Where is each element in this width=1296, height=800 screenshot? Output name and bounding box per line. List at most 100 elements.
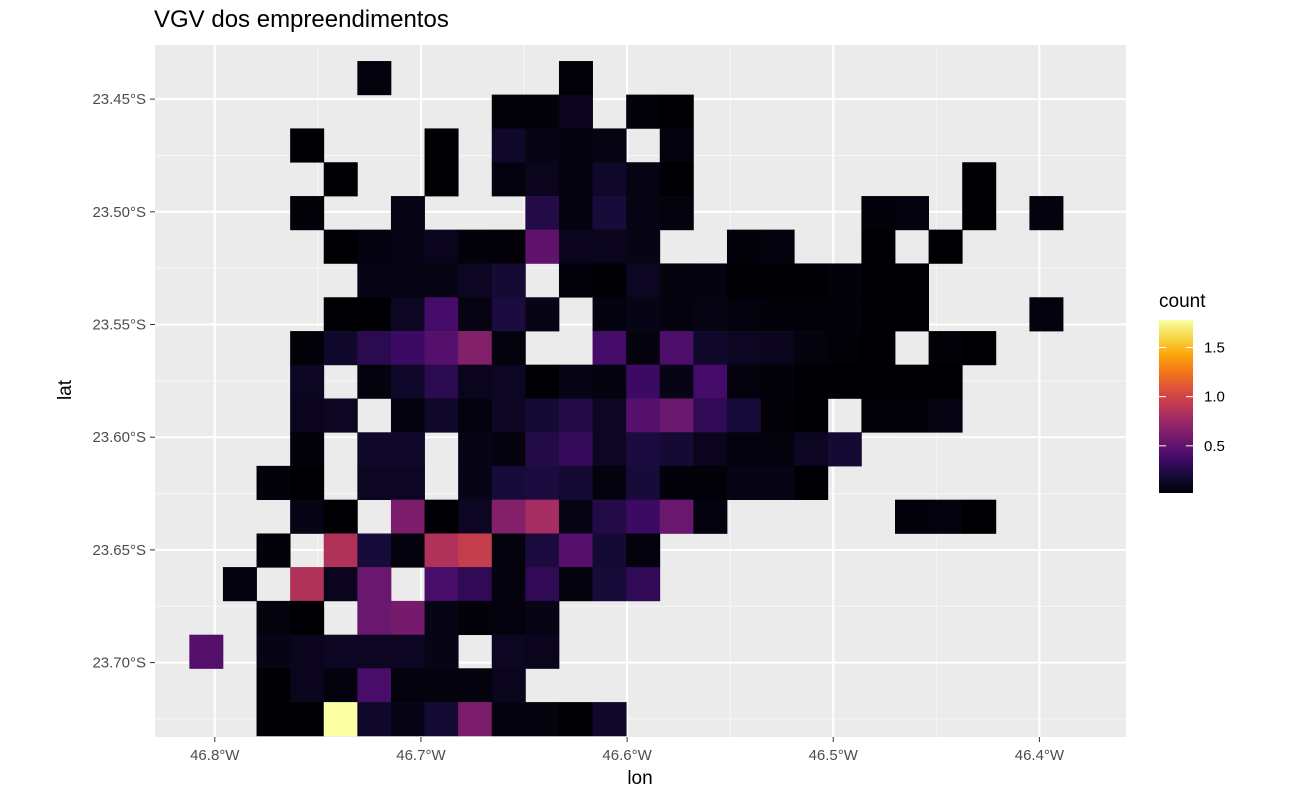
heatmap-cell	[323, 702, 358, 737]
heatmap-cell	[861, 229, 896, 264]
heatmap-cell	[290, 432, 325, 467]
heatmap-cell	[525, 162, 560, 197]
heatmap-cell	[458, 364, 493, 399]
heatmap-cell	[290, 702, 325, 737]
heatmap-cell	[794, 331, 829, 366]
heatmap-cell	[760, 229, 795, 264]
heatmap-cell	[525, 702, 560, 737]
heatmap-cell	[390, 432, 425, 467]
heatmap-cell	[491, 499, 526, 534]
heatmap-cell	[290, 600, 325, 636]
heatmap-cell	[693, 364, 728, 399]
heatmap-cell	[525, 196, 560, 231]
heatmap-cell	[659, 263, 694, 298]
y-tick-label: 23.60°S	[92, 429, 146, 446]
heatmap-cell	[659, 364, 694, 399]
heatmap-cell	[357, 600, 392, 636]
y-tick-label: 23.65°S	[92, 542, 146, 559]
heatmap-cell	[491, 364, 526, 399]
heatmap-cell	[794, 465, 829, 501]
heatmap-cell	[357, 533, 392, 568]
heatmap-cell	[323, 297, 358, 332]
heatmap-cell	[592, 229, 627, 264]
heatmap-cell	[626, 364, 661, 399]
heatmap-cell	[760, 331, 795, 366]
heatmap-cell	[357, 263, 392, 298]
heatmap-cell	[357, 702, 392, 737]
heatmap-cell	[592, 331, 627, 366]
heatmap-cell	[895, 398, 929, 433]
heatmap-cell	[290, 364, 325, 399]
heatmap-cell	[626, 567, 661, 602]
heatmap-cell	[458, 600, 493, 636]
heatmap-cell	[491, 162, 526, 197]
heatmap-cell	[390, 465, 425, 501]
x-tick-label: 46.4°W	[1015, 747, 1065, 764]
heatmap-cell	[323, 567, 358, 602]
heatmap-cell	[726, 331, 761, 366]
heatmap-cell	[962, 196, 997, 231]
heatmap-cell	[693, 331, 728, 366]
heatmap-cell	[424, 567, 459, 602]
legend-tick-label: 1.5	[1204, 340, 1225, 357]
heatmap-cell	[390, 364, 425, 399]
heatmap-cell	[592, 263, 627, 298]
heatmap-cell	[491, 432, 526, 467]
heatmap-cell	[458, 229, 493, 264]
heatmap-cell	[525, 398, 560, 433]
heatmap-cell	[323, 533, 358, 568]
heatmap-cell	[592, 364, 627, 399]
heatmap-cell	[861, 364, 896, 399]
heatmap-cell	[794, 398, 829, 433]
heatmap-cell	[390, 263, 425, 298]
heatmap-cell	[525, 229, 560, 264]
heatmap-cell	[895, 196, 929, 231]
heatmap-cell	[424, 229, 459, 264]
heatmap-cell	[693, 398, 728, 433]
heatmap-cell	[458, 702, 493, 737]
heatmap-cell	[357, 297, 392, 332]
heatmap-cell	[861, 398, 896, 433]
heatmap-cell	[760, 364, 795, 399]
heatmap-cell	[390, 634, 425, 669]
heatmap-cell	[525, 297, 560, 332]
x-tick-label: 46.5°W	[809, 747, 859, 764]
heatmap-cell	[827, 331, 862, 366]
heatmap-cell	[659, 94, 694, 129]
heatmap-cell	[558, 61, 593, 96]
heatmap-cell	[558, 162, 593, 197]
heatmap-cell	[626, 196, 661, 231]
heatmap-cell	[659, 465, 694, 501]
y-tick-label: 23.70°S	[92, 655, 146, 672]
heatmap-cell	[693, 465, 728, 501]
heatmap-cell	[390, 600, 425, 636]
color-legend: count 0.5 1.0 1.5	[1159, 291, 1225, 493]
heatmap-cell	[390, 668, 425, 703]
heatmap-cell	[558, 432, 593, 467]
heatmap-cell	[357, 432, 392, 467]
heatmap-cell	[290, 668, 325, 703]
x-axis-title: lon	[627, 768, 652, 789]
heatmap-cell	[558, 263, 593, 298]
heatmap-cell	[424, 263, 459, 298]
heatmap-cell	[424, 668, 459, 703]
heatmap-cell	[659, 162, 694, 197]
heatmap-cell	[256, 465, 291, 501]
heatmap-cell	[357, 465, 392, 501]
heatmap-cell	[390, 702, 425, 737]
heatmap-cell	[525, 465, 560, 501]
heatmap-cell	[895, 364, 929, 399]
heatmap-cell	[357, 668, 392, 703]
heatmap-cell	[626, 229, 661, 264]
heatmap-cells	[189, 61, 1064, 737]
x-tick-label: 46.8°W	[190, 747, 240, 764]
heatmap-cell	[962, 499, 997, 534]
legend-ticks: 0.5 1.0 1.5	[1159, 340, 1225, 455]
legend-tick-label: 0.5	[1204, 438, 1225, 455]
heatmap-cell	[760, 465, 795, 501]
heatmap-cell	[760, 297, 795, 332]
heatmap-cell	[558, 702, 593, 737]
heatmap-cell	[626, 297, 661, 332]
heatmap-cell	[357, 229, 392, 264]
heatmap-cell	[726, 465, 761, 501]
